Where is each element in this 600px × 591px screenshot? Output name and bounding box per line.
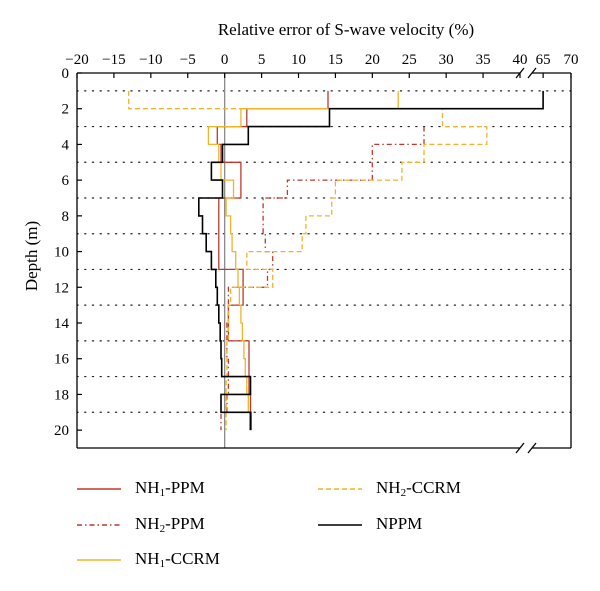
y-tick-label: 14 — [54, 316, 70, 332]
axis-break-slash — [527, 67, 537, 79]
y-tick-label: 2 — [62, 102, 70, 118]
series-line-nh2-ppm — [220, 126, 425, 431]
series-line-nppm — [198, 90, 544, 431]
x-tick-label: 35 — [476, 52, 491, 68]
y-tick-label: 16 — [54, 352, 70, 368]
plot-frame — [76, 72, 572, 449]
x-tick-label: 15 — [328, 52, 343, 68]
x-tick-label: −5 — [180, 52, 196, 68]
x-tick-label: 10 — [291, 52, 306, 68]
y-tick-label: 4 — [62, 137, 70, 153]
x-tick-label: 30 — [439, 52, 454, 68]
y-tick-label: 12 — [54, 280, 69, 296]
axis-break-slash — [527, 442, 537, 454]
y-tick-label: 6 — [62, 173, 70, 189]
y-axis-ticks: 0 2 4 6 8 10 12 14 16 18 20 — [54, 66, 82, 439]
axis-break-marks — [515, 67, 537, 454]
axis-break-slash — [515, 67, 525, 79]
x-tick-label: 70 — [564, 52, 579, 68]
x-tick-label: 25 — [402, 52, 417, 68]
y-tick-label: 18 — [54, 387, 69, 403]
axis-break-slash — [515, 442, 525, 454]
x-axis-title: Relative error of S-wave velocity (%) — [218, 20, 474, 39]
x-tick-label: −20 — [65, 52, 88, 68]
x-axis-ticks: −20 −15 −10 −5 0 5 10 15 20 25 30 35 40 65 70 — [65, 52, 579, 78]
x-tick-label: 40 — [513, 52, 528, 68]
grid-lines — [76, 90, 572, 413]
series-line-nh2-ccrm — [128, 90, 488, 431]
x-tick-label: 0 — [221, 52, 229, 68]
x-tick-label: 65 — [536, 52, 551, 68]
x-tick-label: −10 — [139, 52, 162, 68]
y-tick-label: 20 — [54, 423, 69, 439]
series-layer — [128, 90, 544, 431]
y-tick-label: 10 — [54, 245, 69, 261]
x-tick-label: 5 — [258, 52, 266, 68]
y-tick-label: 8 — [62, 209, 70, 225]
x-tick-label: −15 — [102, 52, 125, 68]
x-tick-label: 20 — [365, 52, 380, 68]
series-line-nh1-ppm — [216, 90, 329, 431]
y-axis-title: Depth (m) — [22, 221, 41, 291]
series-line-nh1-ccrm — [207, 90, 399, 431]
y-tick-label: 0 — [62, 66, 70, 82]
